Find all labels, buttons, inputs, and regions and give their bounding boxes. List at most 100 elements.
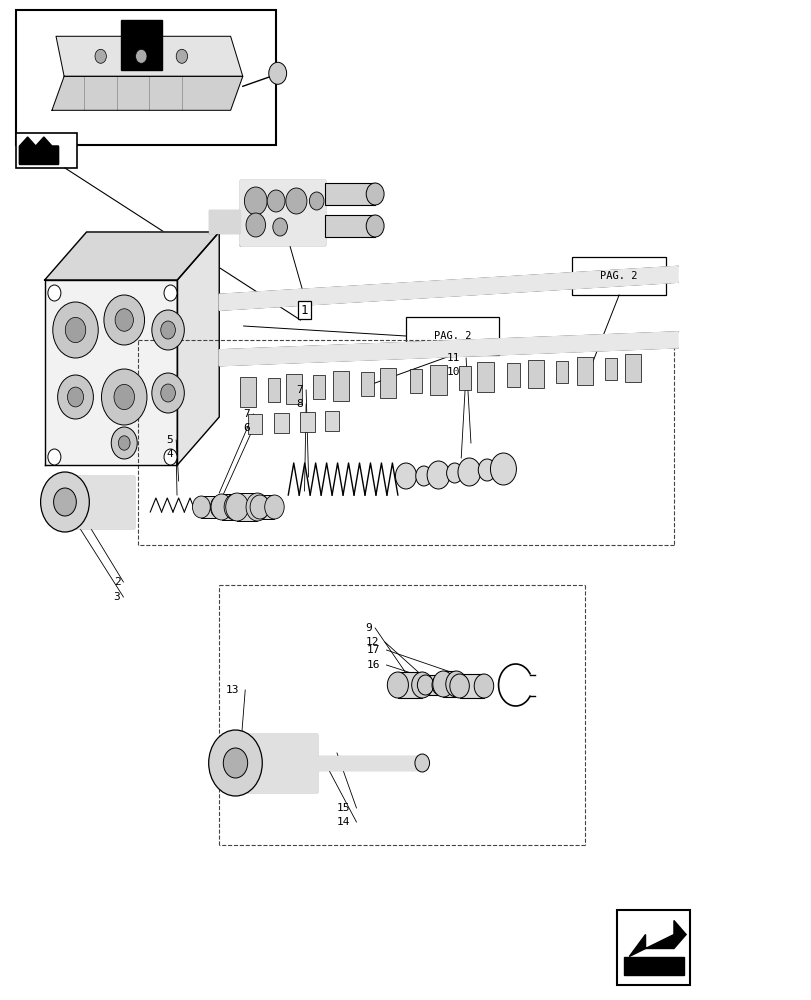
- Polygon shape: [239, 180, 324, 245]
- Bar: [443, 671, 456, 697]
- Circle shape: [58, 375, 93, 419]
- Circle shape: [246, 213, 265, 237]
- Bar: [410, 369, 422, 393]
- Circle shape: [65, 317, 86, 343]
- Circle shape: [366, 183, 384, 205]
- Bar: [380, 368, 396, 398]
- Text: 10: 10: [446, 367, 460, 377]
- Circle shape: [225, 493, 248, 521]
- Bar: [576, 357, 592, 385]
- Text: 3: 3: [114, 592, 120, 602]
- Circle shape: [478, 459, 496, 481]
- Text: 17: 17: [367, 645, 380, 655]
- Circle shape: [250, 495, 269, 519]
- Bar: [247, 414, 262, 434]
- Circle shape: [366, 215, 384, 237]
- Circle shape: [48, 449, 61, 465]
- Text: 13: 13: [225, 685, 239, 695]
- Polygon shape: [45, 232, 219, 280]
- Bar: [616, 910, 689, 985]
- Polygon shape: [208, 210, 239, 233]
- Bar: [333, 371, 349, 401]
- Circle shape: [414, 754, 429, 772]
- Bar: [507, 363, 519, 387]
- Circle shape: [161, 321, 175, 339]
- Circle shape: [152, 373, 184, 413]
- Polygon shape: [623, 956, 683, 974]
- Bar: [260, 495, 274, 519]
- Circle shape: [387, 672, 408, 698]
- Bar: [425, 675, 440, 695]
- Bar: [397, 672, 422, 698]
- Bar: [274, 413, 289, 433]
- Polygon shape: [121, 20, 161, 70]
- Circle shape: [164, 285, 177, 301]
- Circle shape: [67, 387, 84, 407]
- Bar: [477, 362, 493, 392]
- Circle shape: [135, 49, 147, 63]
- Text: 4: 4: [166, 449, 173, 459]
- Bar: [300, 412, 315, 432]
- Text: 2: 2: [114, 577, 120, 587]
- Polygon shape: [45, 280, 177, 465]
- Circle shape: [395, 463, 416, 489]
- Text: PAG. 2: PAG. 2: [433, 331, 471, 341]
- Circle shape: [309, 192, 324, 210]
- Circle shape: [101, 369, 147, 425]
- Bar: [430, 365, 446, 395]
- Circle shape: [161, 384, 175, 402]
- Bar: [459, 674, 483, 698]
- Text: PAG. 2: PAG. 2: [599, 271, 637, 281]
- Bar: [201, 496, 219, 518]
- Circle shape: [474, 674, 493, 698]
- Bar: [285, 374, 302, 404]
- Circle shape: [54, 488, 76, 516]
- Circle shape: [268, 62, 286, 84]
- Circle shape: [95, 49, 106, 63]
- Circle shape: [415, 466, 431, 486]
- Bar: [458, 366, 470, 390]
- Circle shape: [431, 675, 448, 695]
- Text: 11: 11: [446, 353, 460, 363]
- Bar: [312, 375, 324, 399]
- Circle shape: [118, 436, 130, 450]
- Circle shape: [457, 458, 480, 486]
- Polygon shape: [65, 476, 134, 528]
- Circle shape: [208, 730, 262, 796]
- Circle shape: [285, 188, 307, 214]
- Bar: [406, 317, 499, 355]
- Bar: [572, 257, 665, 295]
- Polygon shape: [56, 36, 242, 76]
- Text: 8: 8: [296, 399, 303, 409]
- Polygon shape: [219, 266, 677, 310]
- Bar: [324, 215, 375, 237]
- Bar: [268, 378, 280, 402]
- Circle shape: [432, 671, 453, 697]
- Text: 15: 15: [337, 803, 350, 813]
- Text: 1: 1: [300, 304, 308, 316]
- Circle shape: [272, 218, 287, 236]
- Circle shape: [164, 449, 177, 465]
- Bar: [237, 493, 257, 521]
- Polygon shape: [52, 76, 242, 110]
- Circle shape: [267, 190, 285, 212]
- Circle shape: [427, 461, 449, 489]
- Text: 14: 14: [337, 817, 350, 827]
- Circle shape: [152, 310, 184, 350]
- Bar: [324, 411, 339, 431]
- Circle shape: [111, 427, 137, 459]
- Circle shape: [192, 496, 210, 518]
- Bar: [556, 361, 568, 383]
- Bar: [221, 494, 234, 520]
- Polygon shape: [19, 137, 58, 164]
- Bar: [361, 372, 373, 396]
- Circle shape: [211, 494, 232, 520]
- Bar: [16, 10, 276, 145]
- Circle shape: [449, 674, 469, 698]
- Circle shape: [115, 309, 133, 331]
- Polygon shape: [629, 920, 685, 956]
- Bar: [527, 360, 543, 388]
- Bar: [604, 358, 616, 380]
- Circle shape: [224, 494, 245, 520]
- Circle shape: [48, 285, 61, 301]
